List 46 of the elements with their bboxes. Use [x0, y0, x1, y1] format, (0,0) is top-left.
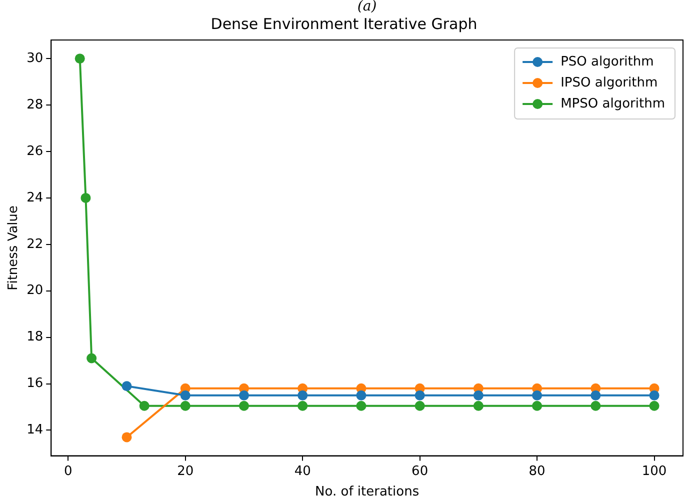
point [414, 400, 425, 411]
point [649, 390, 660, 400]
point [356, 400, 366, 411]
point [122, 381, 132, 392]
x-tick-label: 60 [412, 464, 428, 479]
point [590, 400, 601, 411]
legend-label: PSO algorithm [560, 54, 654, 70]
point [86, 353, 97, 364]
text: (a) [357, 0, 377, 15]
point [356, 390, 366, 400]
y-tick-label: 30 [26, 50, 44, 66]
point [180, 390, 190, 400]
point [80, 192, 91, 203]
y-tick-label: 18 [26, 330, 44, 345]
point [532, 400, 542, 411]
legend-label: IPSO algorithm [560, 75, 658, 90]
point [473, 390, 484, 400]
y-tick-label: 14 [26, 422, 44, 438]
legend-label: MPSO algorithm [560, 96, 666, 112]
point [139, 400, 150, 411]
y-tick-label: 22 [26, 236, 44, 252]
point [414, 390, 425, 400]
point [298, 400, 308, 411]
point [122, 432, 132, 442]
x-tick-label: 100 [642, 464, 667, 479]
point [238, 400, 249, 411]
y-tick-label: 28 [26, 97, 44, 112]
x-axis-title: No. of iterations [315, 484, 420, 500]
point [74, 54, 85, 64]
x-tick-label: 20 [177, 464, 194, 479]
point [180, 400, 190, 411]
point [590, 390, 601, 400]
x-tick-label: 80 [528, 464, 546, 479]
y-tick-label: 20 [26, 283, 44, 298]
point [649, 400, 660, 411]
chart-title: Dense Environment Iterative Graph [210, 14, 478, 33]
point [238, 390, 249, 400]
y-tick-label: 24 [26, 190, 44, 206]
y-tick-label: 16 [26, 376, 44, 392]
y-tick-label: 26 [26, 144, 44, 159]
point [298, 390, 308, 400]
x-tick-label: 0 [64, 464, 72, 479]
point [473, 400, 484, 411]
y-axis-title: Fitness Value [6, 205, 22, 290]
x-tick-label: 40 [294, 464, 311, 479]
point [532, 390, 542, 400]
